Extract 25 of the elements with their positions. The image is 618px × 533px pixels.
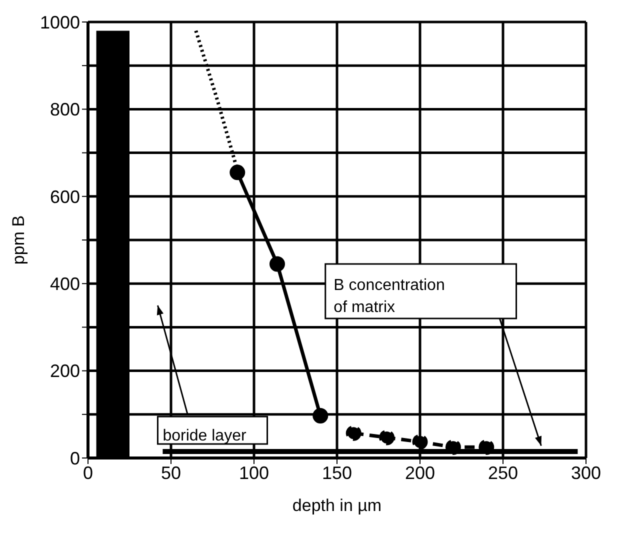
y-tick-label: 200 bbox=[50, 361, 80, 382]
point bbox=[269, 256, 285, 272]
point bbox=[312, 408, 328, 424]
y-tick-label: 1000 bbox=[40, 12, 80, 32]
point bbox=[412, 434, 428, 450]
y-tick-label: 400 bbox=[50, 274, 80, 294]
x-tick-label: 50 bbox=[160, 462, 182, 483]
y-tick-label: 800 bbox=[50, 100, 80, 120]
x-tick-label: 0 bbox=[82, 462, 94, 483]
annotation: B concentration of matrix bbox=[334, 277, 445, 316]
x-tick-label: 300 bbox=[570, 462, 602, 483]
x-tick-label: 150 bbox=[322, 462, 352, 483]
x-tick-label: 200 bbox=[404, 462, 436, 483]
y-axis-title: ppm B bbox=[9, 215, 28, 265]
y-tick-label: 600 bbox=[50, 186, 80, 207]
point bbox=[478, 439, 494, 455]
x-tick-label: 250 bbox=[488, 462, 518, 483]
point bbox=[346, 425, 362, 441]
annotation: boride layer bbox=[162, 428, 247, 445]
point bbox=[445, 439, 461, 455]
x-tick-label: 100 bbox=[238, 462, 270, 483]
x-axis-title: depth in µm bbox=[292, 496, 382, 515]
point bbox=[230, 164, 246, 180]
y-tick-label: 0 bbox=[70, 448, 80, 468]
point bbox=[379, 430, 395, 446]
